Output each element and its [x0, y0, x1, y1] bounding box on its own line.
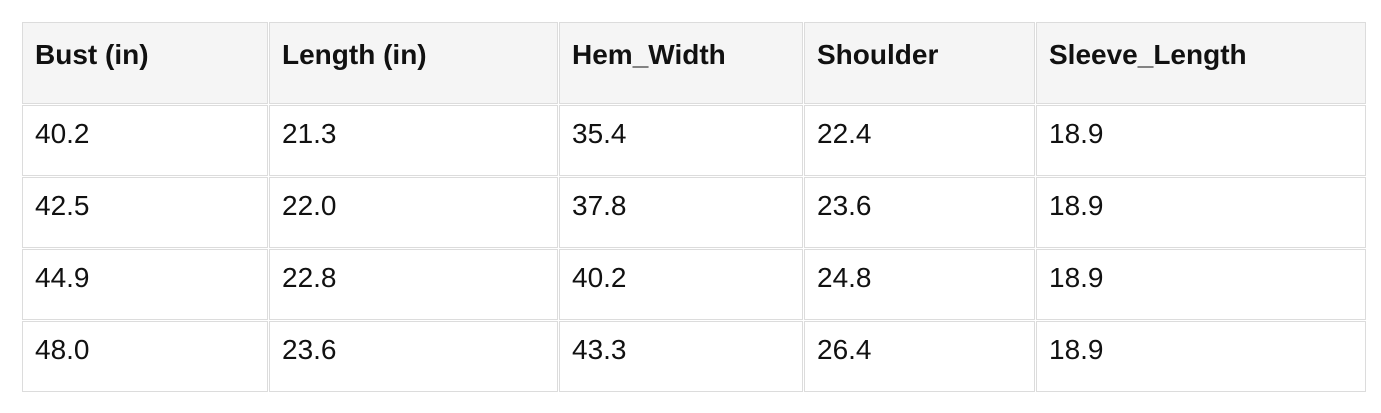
- table-cell: 22.0: [269, 177, 558, 248]
- table-cell: 43.3: [559, 321, 803, 392]
- column-header-sleeve-length: Sleeve_Length: [1036, 22, 1366, 104]
- table-row: 44.9 22.8 40.2 24.8 18.9: [22, 249, 1366, 320]
- table-cell: 24.8: [804, 249, 1035, 320]
- size-chart-table: Bust (in) Length (in) Hem_Width Shoulder…: [21, 21, 1367, 393]
- table-cell: 40.2: [22, 105, 268, 176]
- table-cell: 42.5: [22, 177, 268, 248]
- table-cell: 18.9: [1036, 105, 1366, 176]
- table-cell: 22.4: [804, 105, 1035, 176]
- table-cell: 48.0: [22, 321, 268, 392]
- table-cell: 22.8: [269, 249, 558, 320]
- table-cell: 35.4: [559, 105, 803, 176]
- table-row: 48.0 23.6 43.3 26.4 18.9: [22, 321, 1366, 392]
- table-cell: 40.2: [559, 249, 803, 320]
- table-cell: 18.9: [1036, 321, 1366, 392]
- table-header: Bust (in) Length (in) Hem_Width Shoulder…: [22, 22, 1366, 104]
- table-cell: 21.3: [269, 105, 558, 176]
- table-cell: 23.6: [804, 177, 1035, 248]
- header-row: Bust (in) Length (in) Hem_Width Shoulder…: [22, 22, 1366, 104]
- table-cell: 37.8: [559, 177, 803, 248]
- table-cell: 18.9: [1036, 177, 1366, 248]
- column-header-bust: Bust (in): [22, 22, 268, 104]
- table-cell: 18.9: [1036, 249, 1366, 320]
- table-cell: 23.6: [269, 321, 558, 392]
- table-row: 40.2 21.3 35.4 22.4 18.9: [22, 105, 1366, 176]
- table-cell: 44.9: [22, 249, 268, 320]
- table-body: 40.2 21.3 35.4 22.4 18.9 42.5 22.0 37.8 …: [22, 105, 1366, 392]
- column-header-shoulder: Shoulder: [804, 22, 1035, 104]
- table-cell: 26.4: [804, 321, 1035, 392]
- size-chart-table-container: Bust (in) Length (in) Hem_Width Shoulder…: [21, 21, 1366, 393]
- column-header-length: Length (in): [269, 22, 558, 104]
- column-header-hem-width: Hem_Width: [559, 22, 803, 104]
- table-row: 42.5 22.0 37.8 23.6 18.9: [22, 177, 1366, 248]
